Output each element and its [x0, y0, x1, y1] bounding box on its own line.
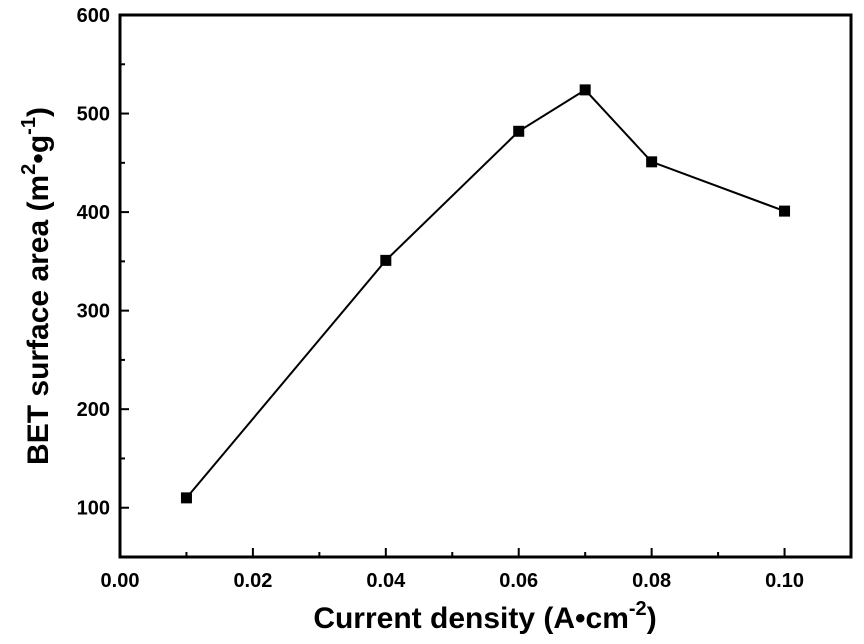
y-tick-label: 500	[77, 104, 110, 126]
data-point-marker	[646, 156, 658, 168]
data-series	[180, 84, 791, 504]
x-tick-label: 0.08	[632, 570, 671, 592]
y-tick-label: 300	[77, 301, 110, 323]
y-tick-label: 600	[77, 5, 110, 27]
y-tick-label: 100	[77, 498, 110, 520]
y-tick-label: 200	[77, 399, 110, 421]
x-axis-label: Current density (A•cm-2)	[313, 598, 656, 635]
data-point-marker	[779, 205, 791, 217]
data-point-marker	[513, 125, 525, 137]
x-tick-label: 0.00	[101, 570, 140, 592]
data-point-marker	[380, 254, 392, 266]
x-tick-label: 0.02	[233, 570, 272, 592]
x-tick-label: 0.10	[765, 570, 804, 592]
y-axis-ticks: 100 200 300 400 500 600	[77, 5, 129, 558]
plot-frame	[118, 13, 853, 559]
data-point-marker	[579, 84, 591, 96]
x-tick-label: 0.06	[499, 570, 538, 592]
series-line	[185, 88, 785, 499]
x-tick-label: 0.04	[366, 570, 406, 592]
data-point-marker	[180, 492, 192, 504]
y-axis-label: BET surface area (m2•g-1)	[18, 107, 55, 465]
x-axis-ticks: 0.00 0.02 0.04 0.06 0.08 0.10	[101, 548, 804, 592]
y-tick-label: 400	[77, 202, 110, 224]
